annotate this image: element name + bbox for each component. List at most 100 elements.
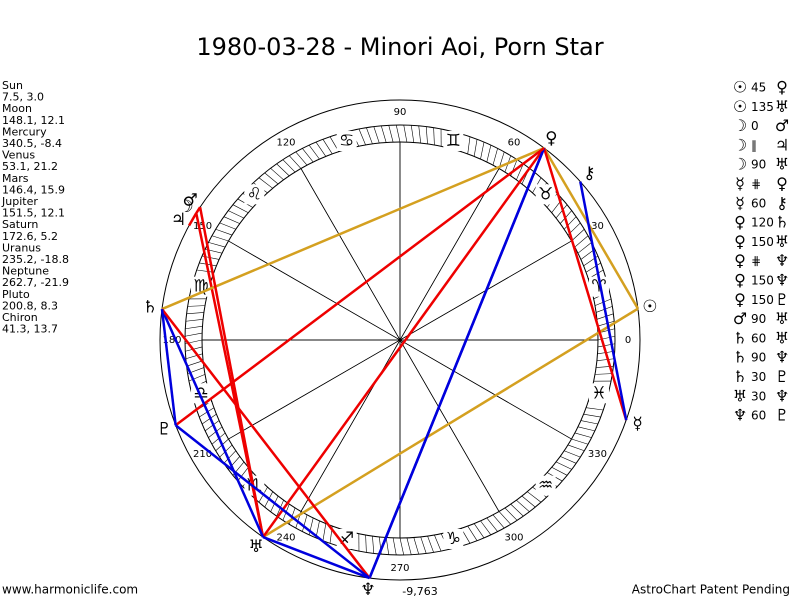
ring-hatch [498,511,511,525]
degree-label: 30 [591,221,604,232]
aspect-line [174,147,545,427]
degree-label: 270 [390,563,409,574]
ring-hatch [186,312,204,315]
sign-bg [588,276,609,297]
planet-name: Jupiter [1,195,38,208]
aspect-line [161,308,371,579]
ring-hatch [184,332,203,337]
aspect-from: ♄ [733,328,747,347]
aspect-to: ♇ [775,367,789,386]
planet-position: 151.5, 12.1 [2,207,65,220]
aspect-from: ☽ [733,135,747,154]
planet-glyph: ♇ [157,419,172,439]
degree-label: 60 [508,138,521,149]
ring-hatch [413,537,420,555]
aspect-to: ♂ [775,116,789,135]
ring-hatch [403,124,408,143]
ring-hatch [258,177,273,189]
sign-glyph: ♋ [339,131,354,151]
ring-hatch [473,523,485,539]
aspect-to: ♀ [776,78,788,97]
aspect-to: ♅ [775,97,789,116]
aspect-to: ♃ [775,135,789,154]
ring-hatch [433,127,435,146]
ring-hatch [204,420,220,432]
planet-name: Mercury [2,125,47,138]
aspect-angle: 60 [751,409,766,423]
planet-glyph: ☽ [178,197,193,217]
ring-hatch [510,503,524,517]
ring-hatch [232,204,249,213]
ring-hatch [264,172,279,185]
planet-glyph: ☿ [632,414,642,434]
ring-hatch [302,148,314,163]
aspect-to: ♆ [775,271,789,290]
ring-hatch [223,216,240,224]
degree-label: 300 [504,532,523,543]
aspect-from: ☿ [735,174,745,193]
aspect-to: ♅ [775,232,789,251]
ring-hatch [555,461,572,470]
ring-hatch [406,537,412,555]
aspect-angle: 150 [751,293,774,307]
ring-hatch [434,534,442,552]
planet-name: Saturn [2,218,38,231]
ring-hatch [574,432,592,438]
ring-hatch [365,534,367,553]
aspect-angle: ∥ [751,138,757,152]
ring-hatch [410,125,415,143]
degree-label: 210 [193,449,212,460]
ring-hatch [527,491,542,503]
planet-position: 41.3, 13.7 [2,323,58,336]
sign-glyph: ♐ [339,529,354,549]
ring-hatch [196,269,214,273]
outer-circle [159,99,641,581]
aspect-angle: ⋕ [751,177,761,191]
sign-bg [244,184,265,205]
footer-left: www.harmoniclife.com [2,583,138,597]
degree-label: 0 [625,335,631,346]
aspect-line [161,146,545,311]
sign-glyph: ♉ [538,184,553,204]
ring-hatch [185,319,204,322]
ring-hatch [564,450,581,458]
sign-bg [535,184,556,205]
planet-glyph: ⚷ [583,164,595,184]
aspect-line [262,535,370,580]
ring-hatch [577,426,595,432]
ring-hatch [516,499,530,512]
aspect-from: ☽ [733,116,747,135]
aspect-line [579,181,628,421]
planet-glyph: ♆ [360,580,375,600]
planet-name: Venus [2,149,35,162]
aspect-line [198,206,265,538]
aspect-angle: 60 [751,331,766,345]
planet-glyph: ♀ [545,128,557,148]
ring-hatch [380,125,387,143]
ring-hatch [373,126,380,144]
aspect-from: ♄ [733,348,747,367]
degree-label: 120 [276,138,295,149]
sign-glyph: ♈ [591,277,606,297]
aspect-to: ♇ [775,290,789,309]
ring-hatch [211,235,229,242]
aspect-from: ♀ [734,232,746,251]
aspect-to: ♅ [775,328,789,347]
aspect-line [174,424,371,580]
ring-hatch [219,222,236,230]
planet-glyph: ♅ [249,537,264,557]
aspect-line [188,212,198,227]
ring-hatch [563,216,577,230]
planet-glyph: ♄ [142,298,157,318]
spoke [228,240,572,440]
ring-hatch [594,373,613,375]
ring-hatch [237,467,249,482]
ring-hatch [420,536,427,554]
ring-hatch [560,456,577,464]
degree-label: 90 [394,107,407,118]
ring-hatch [486,145,492,163]
aspect-angle: 120 [751,216,774,230]
ring-hatch [399,537,405,556]
sign-bg [336,131,357,152]
ring-hatch [366,127,373,145]
